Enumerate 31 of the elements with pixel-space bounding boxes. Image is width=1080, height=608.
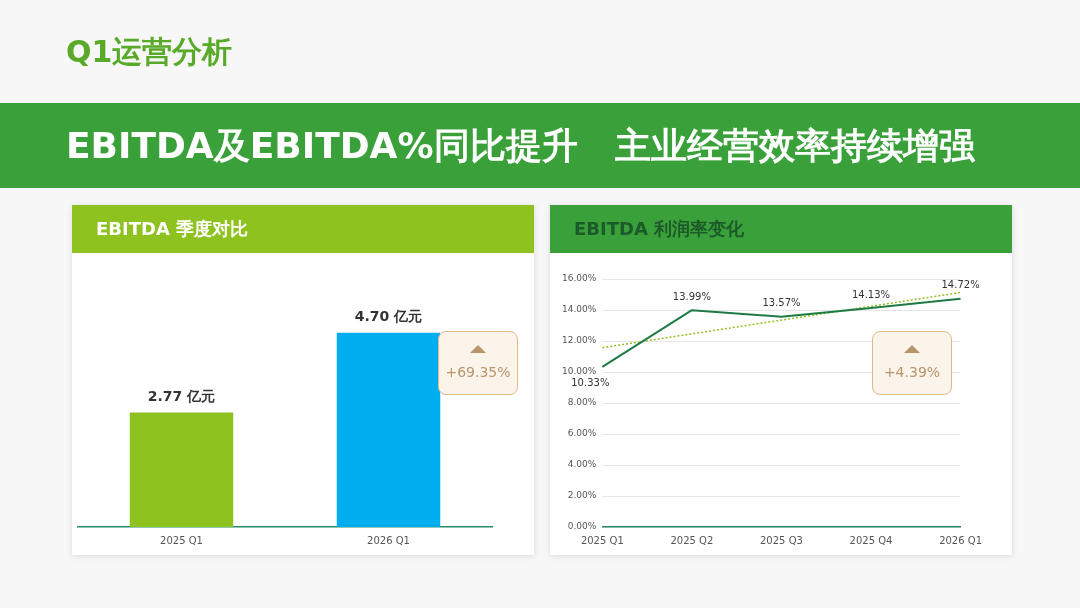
text: Q1运营分析 <box>66 33 233 71</box>
y-tick-label: 12.00% <box>561 335 597 346</box>
data-label: 13.99% <box>672 290 711 302</box>
data-label: 4.70 亿元 <box>354 308 423 325</box>
x-tick-label: 2026 Q1 <box>939 534 983 546</box>
data-label: 10.33% <box>571 377 610 389</box>
text: EBITDA及EBITDA%同比提升 主业经营效率持续增强 <box>0 103 1080 188</box>
data-label: 14.72% <box>941 279 980 291</box>
y-tick-label: 4.00% <box>567 459 597 470</box>
y-tick-label: 6.00% <box>567 428 597 439</box>
x-tick-label: 2025 Q4 <box>849 534 893 546</box>
y-tick-label: 0.00% <box>567 521 597 532</box>
x-tick-label: 2025 Q1 <box>160 534 203 546</box>
chart-title: EBITDA 季度对比 <box>72 205 534 253</box>
annotation: +4.39% <box>882 364 942 380</box>
x-tick-label: 2025 Q2 <box>670 534 714 546</box>
data-label: 13.57% <box>762 297 801 309</box>
annotation: +69.35% <box>444 364 512 380</box>
data-label: 14.13% <box>851 288 891 300</box>
x-tick-label: 2026 Q1 <box>367 534 410 546</box>
x-tick-label: 2025 Q3 <box>760 534 803 546</box>
chart-title: EBITDA 利润率变化 <box>550 205 1012 253</box>
y-tick-label: 10.00% <box>561 366 597 377</box>
y-tick-label: 8.00% <box>567 397 597 408</box>
y-tick-label: 14.00% <box>561 304 597 315</box>
y-tick-label: 2.00% <box>567 490 597 501</box>
callout-box: +69.35% <box>438 331 518 395</box>
data-label: 2.77 亿元 <box>147 388 216 405</box>
x-tick-label: 2025 Q1 <box>580 534 624 546</box>
callout-box: +4.39% <box>872 331 952 395</box>
y-tick-label: 16.00% <box>561 273 597 284</box>
